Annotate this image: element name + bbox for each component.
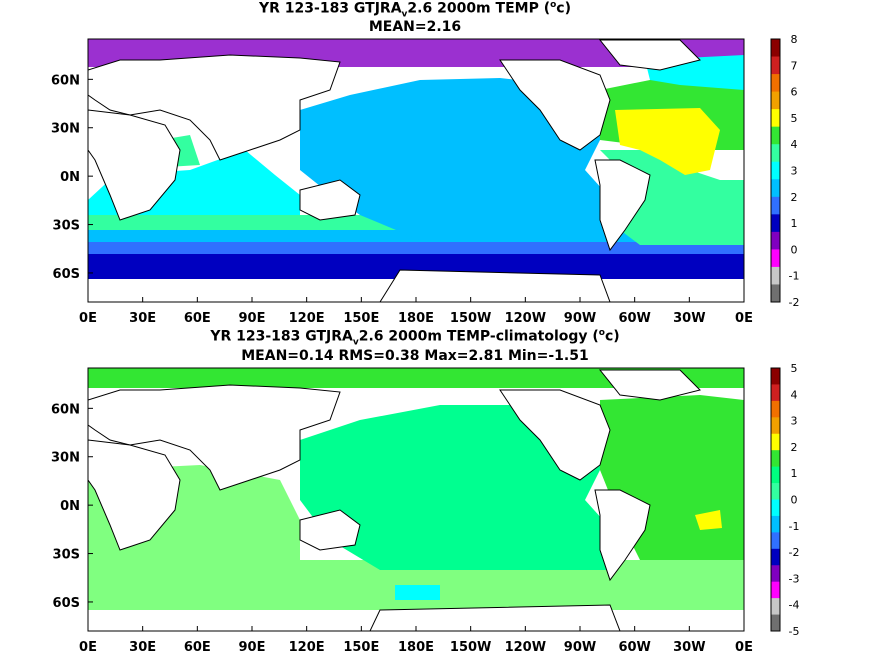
colorbar-label: 5 [791,362,798,375]
lat-tick-label: 60N [51,73,80,88]
colorbar-label: 0 [791,243,798,256]
lat-tick-label: 30N [51,451,80,466]
lon-tick-label: 60E [184,311,211,326]
colorbar-label: 2 [791,441,798,454]
colorbar-swatch [771,466,780,484]
colorbar-swatch [771,433,780,451]
lat-tick-label: 30S [53,219,80,234]
colorbar-label: 1 [791,467,798,480]
colorbar-frame [770,367,781,632]
lat-tick-label: 0N [60,170,80,185]
colorbar-swatch [771,515,780,533]
lon-tick-label: 90E [239,640,266,655]
lon-tick-label: 120E [289,640,325,655]
panel1-subtitle: MEAN=2.16 [368,19,462,35]
lon-tick-label: 120W [505,311,546,326]
colorbar-swatch [771,109,780,128]
panel2-subtitle: MEAN=0.14 RMS=0.38 Max=2.81 Min=-1.51 [241,348,589,364]
lon-tick-label: 180E [398,311,434,326]
colorbar-swatch [771,214,780,233]
colorbar-label: 1 [791,217,798,230]
colorbar-swatch [771,284,780,303]
colorbar-label: 4 [791,388,798,401]
colorbar-swatch [771,483,780,500]
colorbar-swatch [771,450,780,468]
colorbar-swatch [771,417,780,435]
colorbar-label: 3 [791,415,798,428]
lat-tick-label: 30S [53,548,80,563]
colorbar-swatch [771,56,780,75]
colorbar-swatch [771,74,780,93]
lon-tick-label: 180E [398,640,434,655]
colorbar-swatch [771,581,780,599]
colorbar-swatch [771,384,780,402]
colorbar-frame [770,38,781,303]
colorbar-label: 8 [791,33,798,46]
lon-tick-label: 0E [79,640,97,655]
colorbar-swatch [771,179,780,198]
lat-tick-label: 60S [53,596,80,611]
colorbar-swatch [771,565,780,583]
lon-tick-label: 90W [564,640,596,655]
lon-tick-label: 150W [450,640,491,655]
lon-tick-label: 30E [129,311,156,326]
panel1-title: YR 123-183 GTJRAv2.6 2000m TEMP (oc) [259,0,571,20]
colorbar-swatch [771,196,780,215]
lat-tick-label: 60N [51,402,80,417]
colorbar-swatch [771,231,780,250]
colorbar-swatch [771,532,780,550]
colorbar-label: 7 [791,59,798,72]
colorbar-label: 5 [791,112,798,125]
colorbar-swatch [771,161,780,180]
colorbar-swatch [771,598,780,616]
lat-tick-label: 60S [53,267,80,282]
colorbar-label: 0 [791,494,798,507]
lon-tick-label: 0E [79,311,97,326]
lon-tick-label: 60W [618,311,650,326]
colorbar-swatch [771,126,780,145]
lon-tick-label: 150W [450,311,491,326]
colorbar-label: 4 [791,138,798,151]
colorbar-swatch [771,548,780,566]
colorbar-swatch [771,249,780,268]
colorbar-label: -4 [789,599,800,612]
lat-tick-label: 0N [60,499,80,514]
colorbar-swatch [771,400,780,418]
colorbar-label: -2 [789,296,800,309]
lon-tick-label: 90E [239,311,266,326]
colorbar-swatch [771,499,780,517]
lat-tick-label: 30N [51,122,80,137]
lon-tick-label: 0E [735,640,753,655]
lon-tick-label: 30W [673,311,705,326]
lon-tick-label: 120E [289,311,325,326]
colorbar-label: -3 [789,572,800,585]
lon-tick-label: 30W [673,640,705,655]
lon-tick-label: 90W [564,311,596,326]
lon-tick-label: 60W [618,640,650,655]
lon-tick-label: 150E [343,311,379,326]
lon-tick-label: 150E [343,640,379,655]
colorbar-swatch [771,39,780,58]
colorbar-label: -1 [789,270,800,283]
colorbar-label: -2 [789,546,800,559]
panel2-map [88,368,744,631]
colorbar-label: 6 [791,86,798,99]
colorbar-swatch [771,91,780,110]
colorbar-swatch [771,614,780,632]
colorbar-label: -1 [789,520,800,533]
colorbar-swatch [771,144,780,163]
colorbar-label: 3 [791,165,798,178]
lon-tick-label: 120W [505,640,546,655]
panel1-map [88,39,744,302]
lon-tick-label: 0E [735,311,753,326]
colorbar-label: -5 [789,625,800,638]
lon-tick-label: 60E [184,640,211,655]
colorbar-swatch [771,266,780,285]
colorbar-swatch [771,368,780,385]
panel2-title: YR 123-183 GTJRAv2.6 2000m TEMP-climatol… [210,328,620,348]
colorbar-label: 2 [791,191,798,204]
lon-tick-label: 30E [129,640,156,655]
